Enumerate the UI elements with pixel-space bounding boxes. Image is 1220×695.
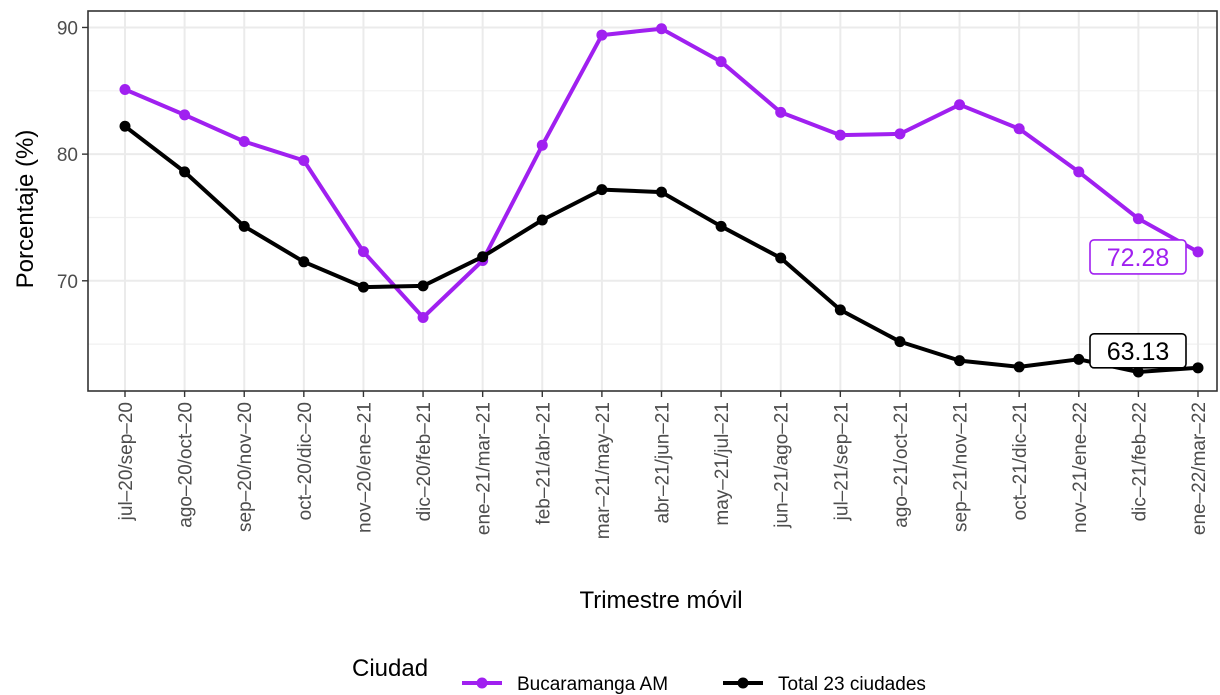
x-tick-label: jul–20/sep–20 <box>116 402 137 521</box>
end-label-text: 63.13 <box>1107 338 1170 366</box>
x-tick-label: ago–20/oct–20 <box>176 402 197 528</box>
end-labels: 72.28 63.13 <box>1089 239 1187 369</box>
data-point <box>1013 123 1025 135</box>
data-point <box>1073 353 1085 365</box>
x-axis-title: Trimestre móvil <box>579 587 742 614</box>
x-tick-label: feb–21/abr–21 <box>533 402 554 525</box>
end-label-box <box>1089 333 1187 369</box>
data-point <box>477 251 489 263</box>
y-tick-label: 80 <box>57 145 78 166</box>
data-point <box>1192 362 1204 374</box>
y-axis-title: Porcentaje (%) <box>12 130 39 289</box>
x-tick-label: ene–21/mar–21 <box>474 402 495 535</box>
plot-panel <box>88 11 1217 391</box>
data-point <box>834 129 846 141</box>
data-point <box>894 128 906 140</box>
x-tick-label: ene–22/mar–22 <box>1189 402 1210 535</box>
data-point <box>536 214 548 226</box>
legend-label: Bucaramanga AM <box>517 674 668 695</box>
y-axis: 70 80 90 <box>57 18 88 293</box>
legend-item-1: Bucaramanga AM <box>462 674 668 695</box>
data-point <box>596 29 608 41</box>
data-point <box>1073 166 1085 178</box>
legend-key-point <box>476 677 488 689</box>
y-tick-label: 90 <box>57 18 78 39</box>
x-tick-label: mar–21/may–21 <box>593 402 614 539</box>
x-axis: jul–20/sep–20 ago–20/oct–20 sep–20/nov–20 o… <box>116 391 1210 539</box>
data-point <box>715 56 727 68</box>
x-tick-label: abr–21/jun–21 <box>653 402 674 524</box>
y-tick-label: 70 <box>57 272 78 293</box>
legend-title: Ciudad <box>352 655 428 682</box>
data-point <box>179 166 191 178</box>
data-point <box>656 186 667 198</box>
legend-item-2: Total 23 ciudades <box>723 674 926 695</box>
data-point <box>894 336 906 348</box>
data-point <box>775 106 787 118</box>
data-point <box>834 304 846 316</box>
data-point <box>954 99 966 111</box>
x-tick-label: may–21/jul–21 <box>712 402 733 526</box>
data-point <box>298 256 310 268</box>
series-1 <box>119 23 1204 324</box>
x-tick-label: dic–21/feb–22 <box>1129 402 1150 521</box>
data-point <box>357 281 369 293</box>
data-point <box>179 109 191 121</box>
series-layer <box>119 23 1204 378</box>
data-point <box>954 355 966 367</box>
x-tick-label: oct–21/dic–21 <box>1010 402 1031 520</box>
data-point <box>596 184 608 196</box>
data-point <box>775 252 787 264</box>
data-point <box>1132 366 1144 378</box>
x-tick-label: nov–21/ene–22 <box>1070 402 1091 533</box>
series-2 <box>119 120 1204 378</box>
data-point <box>417 312 429 324</box>
data-point <box>536 139 548 151</box>
legend-label: Total 23 ciudades <box>778 674 926 695</box>
end-label-text: 72.28 <box>1107 244 1170 272</box>
x-tick-label: sep–21/nov–21 <box>951 402 972 532</box>
minor-gridlines <box>88 90 1217 345</box>
end-label-2: 63.13 <box>1089 333 1187 369</box>
legend: Ciudad Bucaramanga AM Total 23 ciudades <box>352 655 926 695</box>
data-point <box>1013 361 1025 373</box>
end-label-1: 72.28 <box>1089 239 1187 275</box>
data-point <box>119 84 131 96</box>
data-point <box>1192 246 1204 258</box>
x-tick-label: ago–21/oct–21 <box>891 402 912 528</box>
data-point <box>357 246 369 258</box>
x-tick-label: jul–21/sep–21 <box>831 402 852 521</box>
x-tick-label: jun–21/ago–21 <box>772 402 793 529</box>
data-point <box>298 154 310 166</box>
data-point <box>715 220 727 232</box>
x-tick-label: sep–20/nov–20 <box>235 402 256 532</box>
data-point <box>656 23 667 35</box>
data-point <box>238 135 250 147</box>
plot-border <box>87 10 1218 392</box>
data-point <box>1132 213 1144 225</box>
legend-key-point <box>737 677 749 689</box>
x-tick-label: dic–20/feb–21 <box>414 402 435 521</box>
data-point <box>417 280 429 292</box>
x-tick-label: nov–20/ene–21 <box>354 402 375 533</box>
major-gridlines <box>88 11 1217 391</box>
data-point <box>238 220 250 232</box>
x-tick-label: oct–20/dic–20 <box>295 402 316 520</box>
data-point <box>119 120 131 132</box>
end-label-box <box>1089 239 1187 275</box>
